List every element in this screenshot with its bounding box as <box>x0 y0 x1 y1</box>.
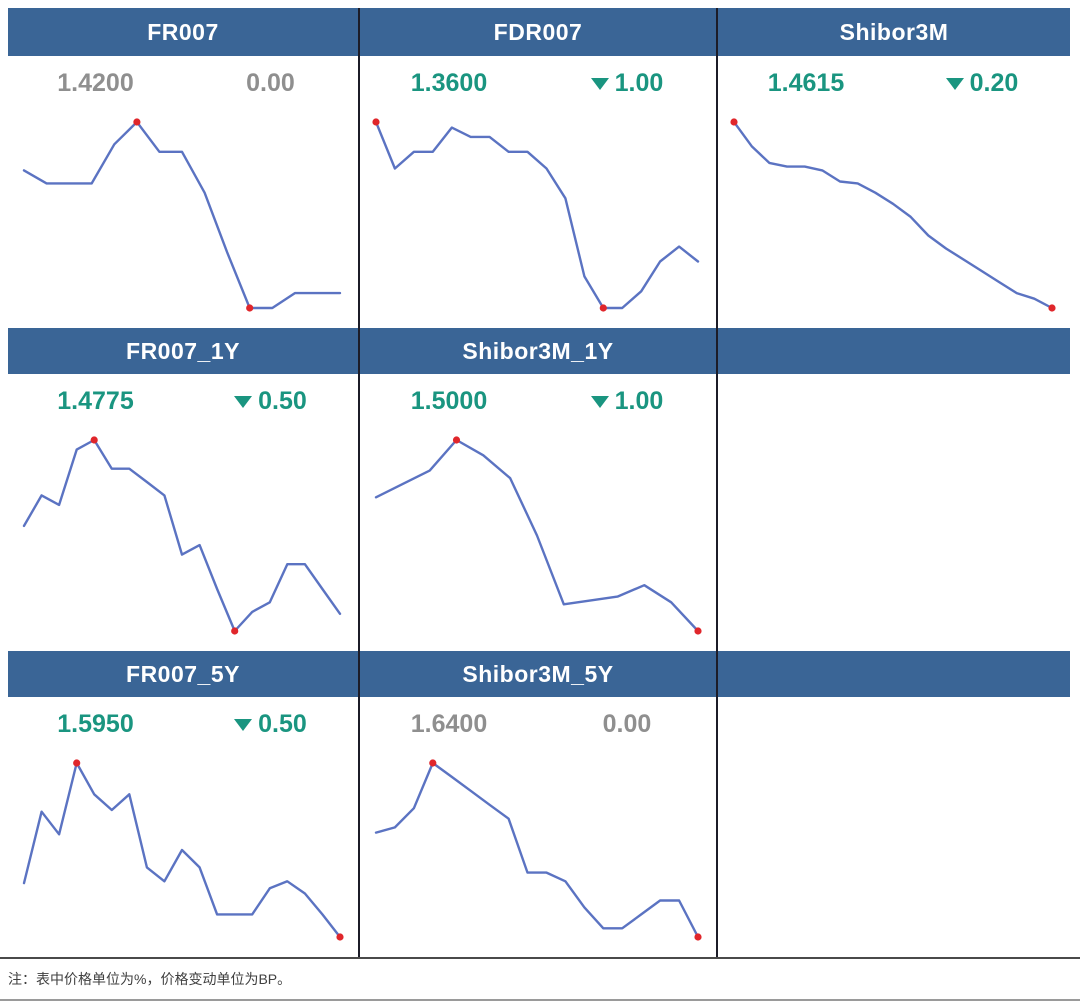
panel-shibor3m-1y: Shibor3M_1Y 1.5000 1.00 <box>360 328 716 651</box>
panel-fr007-1y: FR007_1Y 1.4775 0.50 <box>8 328 358 651</box>
down-triangle-icon <box>945 78 964 90</box>
sparkline-chart <box>22 118 342 312</box>
down-triangle-icon <box>234 396 253 408</box>
panel-title: Shibor3M_1Y <box>360 328 716 374</box>
change-value: 1.00 <box>614 68 664 97</box>
value-row: 1.4615 0.20 <box>718 56 1070 110</box>
price-value: 1.5950 <box>57 709 134 738</box>
footnote-bar: 注：表中价格单位为%，价格变动单位为BP。 <box>0 957 1080 1001</box>
column-1: FR007 1.4200 0.00 FR007_1Y 1.4775 0.50 F… <box>8 8 358 957</box>
price-value: 1.4615 <box>767 68 845 97</box>
empty-body <box>718 374 1070 651</box>
panel-shibor3m-5y: Shibor3M_5Y 1.6400 0.00 <box>360 651 716 957</box>
sparkline-chart <box>22 436 342 635</box>
change-value: 0.00 <box>246 68 295 97</box>
panel-title: FR007_1Y <box>8 328 358 374</box>
price-value: 1.5000 <box>410 386 488 415</box>
down-triangle-icon <box>234 719 253 731</box>
change-value: 0.20 <box>969 68 1019 97</box>
panels-grid: FR007 1.4200 0.00 FR007_1Y 1.4775 0.50 F… <box>8 8 1070 957</box>
value-row: 1.6400 0.00 <box>360 697 716 751</box>
sparkline-chart <box>372 118 700 312</box>
panel-title: FR007 <box>8 8 358 56</box>
footnote: 注：表中价格单位为%，价格变动单位为BP。 <box>8 971 292 987</box>
panel-title: Shibor3M <box>718 8 1070 56</box>
sparkline-chart <box>374 759 702 941</box>
price-value: 1.3600 <box>410 68 488 97</box>
sparkline-chart <box>730 118 1056 312</box>
empty-header-bar <box>718 651 1070 697</box>
panel-shibor3m: Shibor3M 1.4615 0.20 <box>718 8 1070 328</box>
value-row: 1.5000 1.00 <box>360 374 716 428</box>
change-value: 0.50 <box>258 386 307 415</box>
panel-title: Shibor3M_5Y <box>360 651 716 697</box>
panel-title: FDR007 <box>360 8 716 56</box>
change-value: 0.50 <box>258 709 307 738</box>
value-row: 1.5950 0.50 <box>8 697 358 751</box>
price-value: 1.6400 <box>410 709 488 738</box>
column-3: Shibor3M 1.4615 0.20 <box>716 8 1070 957</box>
value-row: 1.4775 0.50 <box>8 374 358 428</box>
price-value: 1.4775 <box>57 386 134 415</box>
down-triangle-icon <box>590 78 609 90</box>
panel-fdr007: FDR007 1.3600 1.00 <box>360 8 716 328</box>
panel-fr007-5y: FR007_5Y 1.5950 0.50 <box>8 651 358 957</box>
panel-empty-2 <box>718 651 1070 957</box>
column-2: FDR007 1.3600 1.00 Shibor3M_1Y 1.5000 1.… <box>358 8 716 957</box>
empty-header-bar <box>718 328 1070 374</box>
empty-body <box>718 697 1070 957</box>
panel-empty-1 <box>718 328 1070 651</box>
panel-fr007: FR007 1.4200 0.00 <box>8 8 358 328</box>
value-row: 1.3600 1.00 <box>360 56 716 110</box>
change-value: 1.00 <box>614 386 664 415</box>
sparkline-chart <box>374 436 702 635</box>
change-value: 0.00 <box>602 709 652 738</box>
sparkline-chart <box>22 759 344 941</box>
value-row: 1.4200 0.00 <box>8 56 358 110</box>
price-value: 1.4200 <box>57 68 134 97</box>
panel-title: FR007_5Y <box>8 651 358 697</box>
down-triangle-icon <box>590 396 609 408</box>
